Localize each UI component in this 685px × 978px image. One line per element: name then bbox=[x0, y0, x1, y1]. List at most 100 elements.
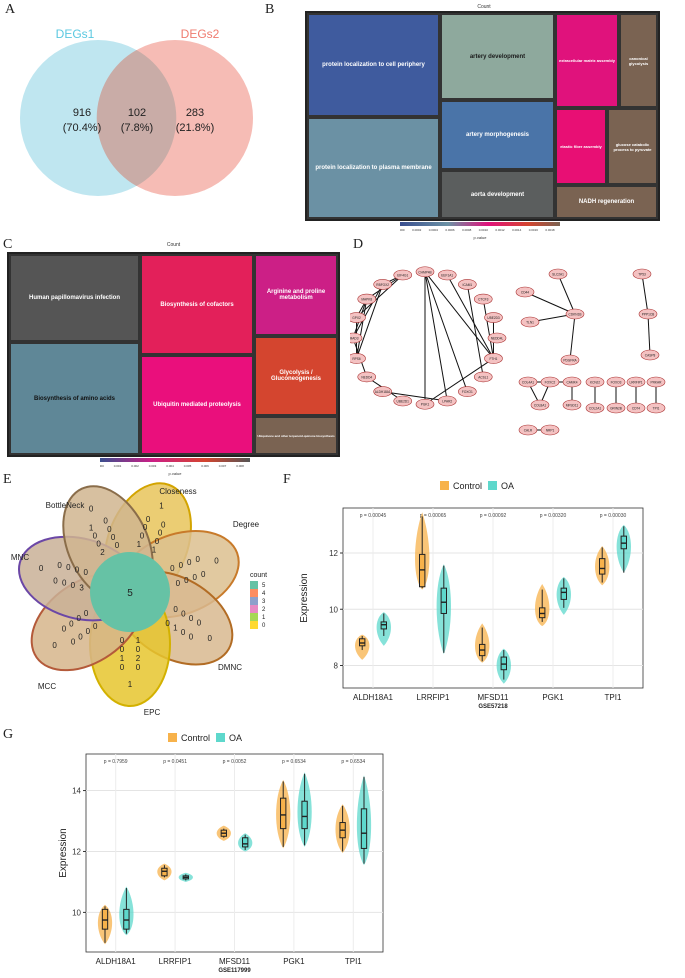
treemap-c-tile: Biosynthesis of amino acids bbox=[9, 342, 140, 455]
network-edge bbox=[424, 271, 448, 402]
x-tick-label: PGK1 bbox=[542, 693, 564, 702]
y-tick-label: 12 bbox=[329, 549, 338, 558]
flower-petal-value: 1 bbox=[120, 654, 125, 663]
network-node-label: NEDD4 bbox=[361, 375, 372, 379]
flower-petal-label: DMNC bbox=[218, 663, 242, 672]
network-node-label: GRIN2B bbox=[610, 407, 622, 411]
network-node-label: CASP8 bbox=[645, 354, 656, 358]
flower-center bbox=[90, 552, 170, 632]
network-edge bbox=[382, 391, 448, 402]
treemap-b-tile: NADH regeneration bbox=[555, 185, 658, 219]
network-node-label: RBFOX2 bbox=[376, 283, 389, 287]
flower-legend-label: 5 bbox=[262, 583, 266, 589]
box bbox=[242, 837, 249, 848]
venn-overlap bbox=[96, 50, 177, 186]
network-node-label: TP53 bbox=[638, 273, 646, 277]
colorbar-tick-label: 0.002 bbox=[131, 464, 139, 468]
flower-petal-outer-value: 0 bbox=[52, 641, 57, 650]
flower-petal-value: 0 bbox=[158, 529, 163, 538]
network-node-label: PGK1 bbox=[421, 403, 430, 407]
network-edge bbox=[557, 273, 576, 315]
network-node bbox=[530, 399, 550, 411]
network-node-label: UBE2D1 bbox=[397, 399, 410, 403]
flower-petal-value: 0 bbox=[93, 532, 98, 541]
treemap-b-tile: aorta development bbox=[440, 170, 555, 219]
colorbar-tick-label: 0.006 bbox=[201, 464, 209, 468]
colorbar-tick-label: 0.0010 bbox=[479, 228, 489, 232]
pvalue-label: p = 0.00030 bbox=[600, 513, 627, 519]
flower-legend-swatch bbox=[250, 597, 258, 605]
flower-petal-outer-value: 1 bbox=[159, 502, 164, 511]
box bbox=[301, 800, 308, 830]
colorbar-tick-label: 0.0006 bbox=[445, 228, 455, 232]
network-node bbox=[350, 332, 363, 344]
network-node-label: COL4A1 bbox=[522, 381, 534, 385]
treemap-b-legend-title: p.value bbox=[474, 235, 488, 240]
venn-diagram: DEGs1 DEGs2 916 (70.4%) 102 (7.8%) 283 (… bbox=[20, 27, 253, 196]
network-node-label: UBE2D3 bbox=[487, 316, 500, 320]
flower-petal-value: 0 bbox=[71, 638, 76, 647]
flower-petal-value: 0 bbox=[120, 645, 125, 654]
flower-petal-value: 0 bbox=[161, 520, 166, 529]
treemap-c: Human papillomavirus infection Biosynthe… bbox=[7, 252, 340, 457]
network-node-label: ICAM1 bbox=[462, 283, 472, 287]
treemap-b-tile: protein localization to plasma membrane bbox=[307, 117, 440, 219]
colorbar-tick-label: 0.0004 bbox=[429, 228, 439, 232]
x-axis-label: GSE117999 bbox=[218, 968, 251, 974]
network-node bbox=[473, 371, 493, 383]
pvalue-label: p = 0.00320 bbox=[540, 513, 567, 519]
network-node bbox=[626, 376, 646, 388]
network-node-label: FOXO3 bbox=[611, 381, 622, 385]
box bbox=[440, 587, 448, 614]
flower-petal-value: 0 bbox=[62, 624, 67, 633]
network-node bbox=[458, 386, 477, 397]
network-node bbox=[540, 376, 560, 388]
flower-petal-value: 0 bbox=[75, 566, 80, 575]
network-node bbox=[560, 354, 580, 366]
network-node bbox=[437, 395, 457, 407]
flower-petal-value: 0 bbox=[53, 576, 58, 585]
flower-petal-value: 0 bbox=[120, 663, 125, 672]
box bbox=[101, 908, 109, 930]
network-node bbox=[357, 293, 377, 305]
colorbar-tick-label: 0.0018 bbox=[545, 228, 555, 232]
pvalue-label: p = 0.00045 bbox=[360, 513, 387, 519]
network-node bbox=[632, 268, 652, 280]
treemap-b-tile: elastic fiber assembly bbox=[555, 108, 607, 185]
network-node-label: RPS6 bbox=[352, 357, 361, 361]
flower-petal-value: 0 bbox=[120, 636, 125, 645]
flower-petal-value: 0 bbox=[86, 627, 91, 636]
network-node bbox=[373, 279, 392, 290]
flower-legend-swatch bbox=[250, 589, 258, 597]
flower-legend-label: 3 bbox=[262, 599, 266, 605]
treemap-b-tile: protein localization to cell periphery bbox=[307, 13, 440, 117]
flower-petal-label: Closeness bbox=[159, 487, 196, 496]
violin-chart-gse117999: Control OA 10 12 14 ALDH18A1 p = 0.7959 LRRFIP1… bbox=[58, 733, 384, 974]
box bbox=[280, 797, 287, 830]
treemap-c-colorbar: 0.000 0.001 0.002 0.003 0.004 0.005 0.006 0.007… bbox=[100, 458, 250, 476]
legend-label: OA bbox=[229, 733, 242, 743]
network-node bbox=[393, 269, 413, 281]
flower-petal-value: 0 bbox=[93, 622, 98, 631]
flower-petal-label: BottleNeck bbox=[46, 501, 86, 510]
flower-petal-value: 0 bbox=[136, 645, 141, 654]
treemap-b-tile: canonical glycolysis bbox=[619, 13, 658, 108]
x-tick-label: LRRFIP1 bbox=[159, 957, 192, 966]
colorbar-tick-label: 0.005 bbox=[184, 464, 192, 468]
network-edge bbox=[524, 291, 576, 315]
network-node-label: GPX2 bbox=[352, 316, 361, 320]
flower-petal-label: EPC bbox=[144, 708, 161, 717]
box bbox=[360, 808, 368, 849]
pvalue-label: p = 0.0451 bbox=[163, 759, 187, 765]
network-edge bbox=[446, 274, 494, 359]
colorbar-tick-label: 0.0012 bbox=[495, 228, 505, 232]
network-node bbox=[357, 371, 377, 383]
network-node-label: CD74 bbox=[632, 407, 640, 411]
box bbox=[419, 553, 426, 588]
network-node bbox=[585, 402, 605, 414]
flower-petal-label: MCC bbox=[38, 682, 56, 691]
treemap-c-colorbar-ticks: 0.000 0.001 0.002 0.003 0.004 0.005 0.006 0.007… bbox=[100, 464, 244, 468]
network-node-label: ALDH18A1 bbox=[375, 390, 391, 394]
